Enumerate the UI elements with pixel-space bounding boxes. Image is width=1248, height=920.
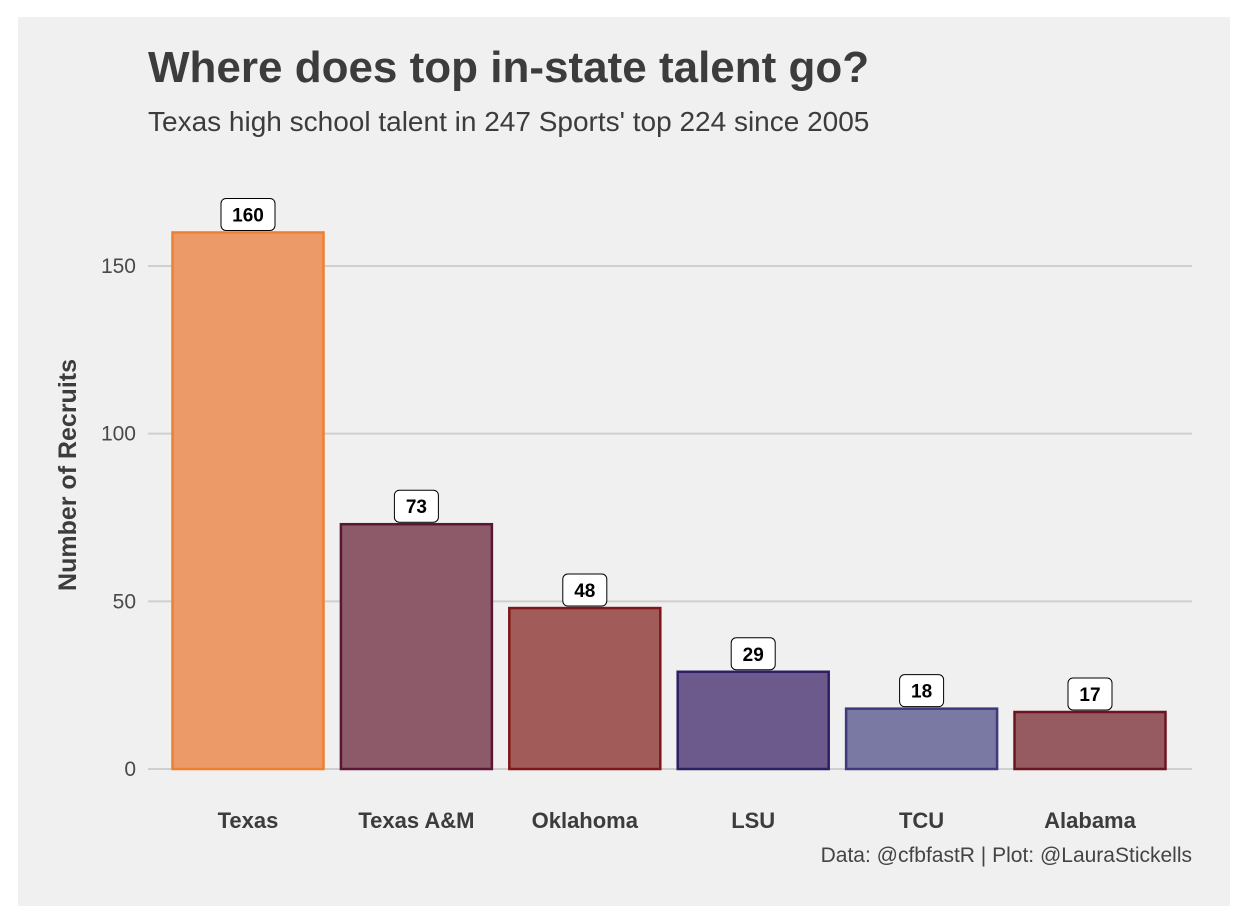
bar-texas [171, 231, 325, 771]
x-category-label: TCU [899, 808, 944, 833]
data-label-box [220, 197, 276, 231]
data-label-box [393, 489, 439, 523]
y-tick-label: 100 [101, 423, 136, 446]
data-label: 17 [1079, 685, 1100, 706]
bar-texas-a-m [339, 522, 494, 771]
chart-subtitle: Texas high school talent in 247 Sports' … [148, 106, 870, 137]
data-labels: 160 73 48 29 18 17 [220, 197, 1113, 711]
data-label-box [562, 573, 608, 607]
chart-caption: Data: @cfbfastR | Plot: @LauraStickells [820, 844, 1192, 867]
chart-title: Where does top in-state talent go? [148, 43, 870, 92]
y-axis-ticks: 0 50 100 150 [101, 255, 136, 781]
x-category-label: Texas [218, 808, 279, 833]
x-category-label: Oklahoma [532, 808, 639, 833]
bars [171, 231, 1167, 771]
bar-lsu [676, 670, 830, 771]
data-label: 18 [911, 682, 932, 703]
data-label: 160 [232, 205, 264, 226]
bar-oklahoma [508, 606, 662, 771]
data-label: 73 [406, 497, 427, 518]
x-axis-categories: Texas Texas A&M Oklahoma LSU TCU Alabama [218, 808, 1137, 833]
bar-tcu [844, 707, 999, 771]
y-axis-label: Number of Recruits [54, 359, 82, 591]
data-label-box [730, 637, 776, 671]
bar-alabama [1013, 710, 1167, 771]
y-tick-label: 50 [113, 590, 136, 613]
y-tick-label: 150 [101, 255, 136, 278]
data-label-box [899, 674, 945, 708]
data-label: 48 [574, 581, 595, 602]
x-category-label: LSU [731, 808, 775, 833]
data-label: 29 [743, 645, 764, 666]
data-label-box [1067, 677, 1113, 711]
y-tick-label: 0 [124, 758, 136, 781]
x-category-label: Alabama [1044, 808, 1136, 833]
x-category-label: Texas A&M [358, 808, 474, 833]
